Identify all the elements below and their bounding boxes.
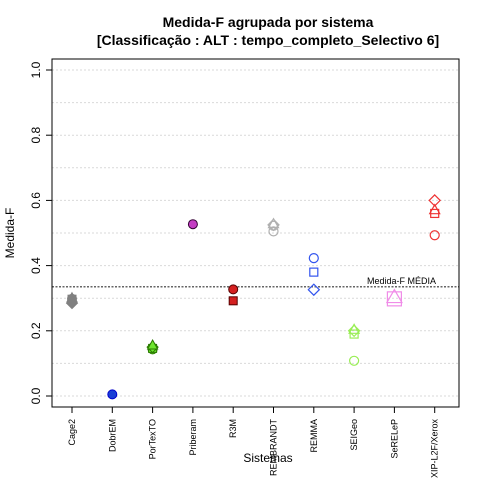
point-diamond bbox=[267, 218, 280, 232]
point-triangle bbox=[146, 338, 159, 350]
point-triangle bbox=[348, 323, 361, 334]
point-circle bbox=[187, 219, 198, 230]
y-tick-label: 1.0 bbox=[29, 61, 43, 78]
x-tick-label: Priberam bbox=[188, 419, 198, 456]
reference-line-group: Medida-F MÉDIA bbox=[52, 276, 459, 288]
x-tick-label: R3M bbox=[228, 419, 238, 438]
grid-lines bbox=[52, 69, 459, 397]
x-tick-label: SeRELeP bbox=[389, 419, 399, 459]
point-triangle bbox=[66, 291, 78, 303]
x-tick-label: Cage2 bbox=[67, 419, 77, 446]
y-axis-label: Medida-F bbox=[3, 208, 17, 259]
point-circle bbox=[228, 284, 239, 295]
point-square bbox=[386, 291, 402, 307]
x-tick-label: PorTexTO bbox=[148, 419, 158, 459]
reference-line-label: Medida-F MÉDIA bbox=[367, 276, 436, 286]
point-circle bbox=[308, 253, 319, 264]
point-diamond bbox=[347, 324, 361, 338]
point-square bbox=[228, 296, 238, 306]
y-tick-label: 0.0 bbox=[29, 387, 43, 404]
x-tick-label: REMBRANDT bbox=[269, 419, 279, 477]
x-axis: Cage2 DobrEM PorTexTO Priberam R3M REMBRANDT R… bbox=[67, 407, 440, 478]
y-tick-label: 0.2 bbox=[29, 322, 43, 339]
point-square bbox=[309, 267, 319, 277]
point-triangle bbox=[385, 288, 403, 304]
plot-frame bbox=[51, 58, 460, 408]
chart-subtitle: [Classificação : ALT : tempo_completo_Se… bbox=[97, 32, 439, 48]
y-tick-label: 0.8 bbox=[29, 127, 43, 144]
point-diamond bbox=[307, 283, 321, 297]
y-axis: 0.0 0.2 0.4 0.6 0.8 1.0 bbox=[29, 61, 52, 404]
y-tick-label: 0.4 bbox=[29, 257, 43, 274]
x-axis-label: Sistemas bbox=[243, 451, 292, 465]
point-square bbox=[349, 329, 359, 339]
point-triangle bbox=[428, 203, 441, 215]
point-triangle bbox=[267, 217, 280, 229]
x-tick-label: SEIGeo bbox=[349, 419, 359, 451]
y-tick-label: 0.6 bbox=[29, 192, 43, 209]
x-tick-label: REMMA bbox=[309, 419, 319, 453]
chart-title: Medida-F agrupada por sistema bbox=[163, 14, 374, 30]
point-circle bbox=[268, 226, 279, 237]
data-points bbox=[65, 194, 442, 400]
point-circle bbox=[429, 230, 440, 241]
point-circle bbox=[107, 389, 118, 400]
x-tick-label: XIP-L2F/Xerox bbox=[430, 419, 440, 479]
x-tick-label: DobrEM bbox=[107, 419, 117, 452]
point-circle bbox=[349, 355, 360, 366]
